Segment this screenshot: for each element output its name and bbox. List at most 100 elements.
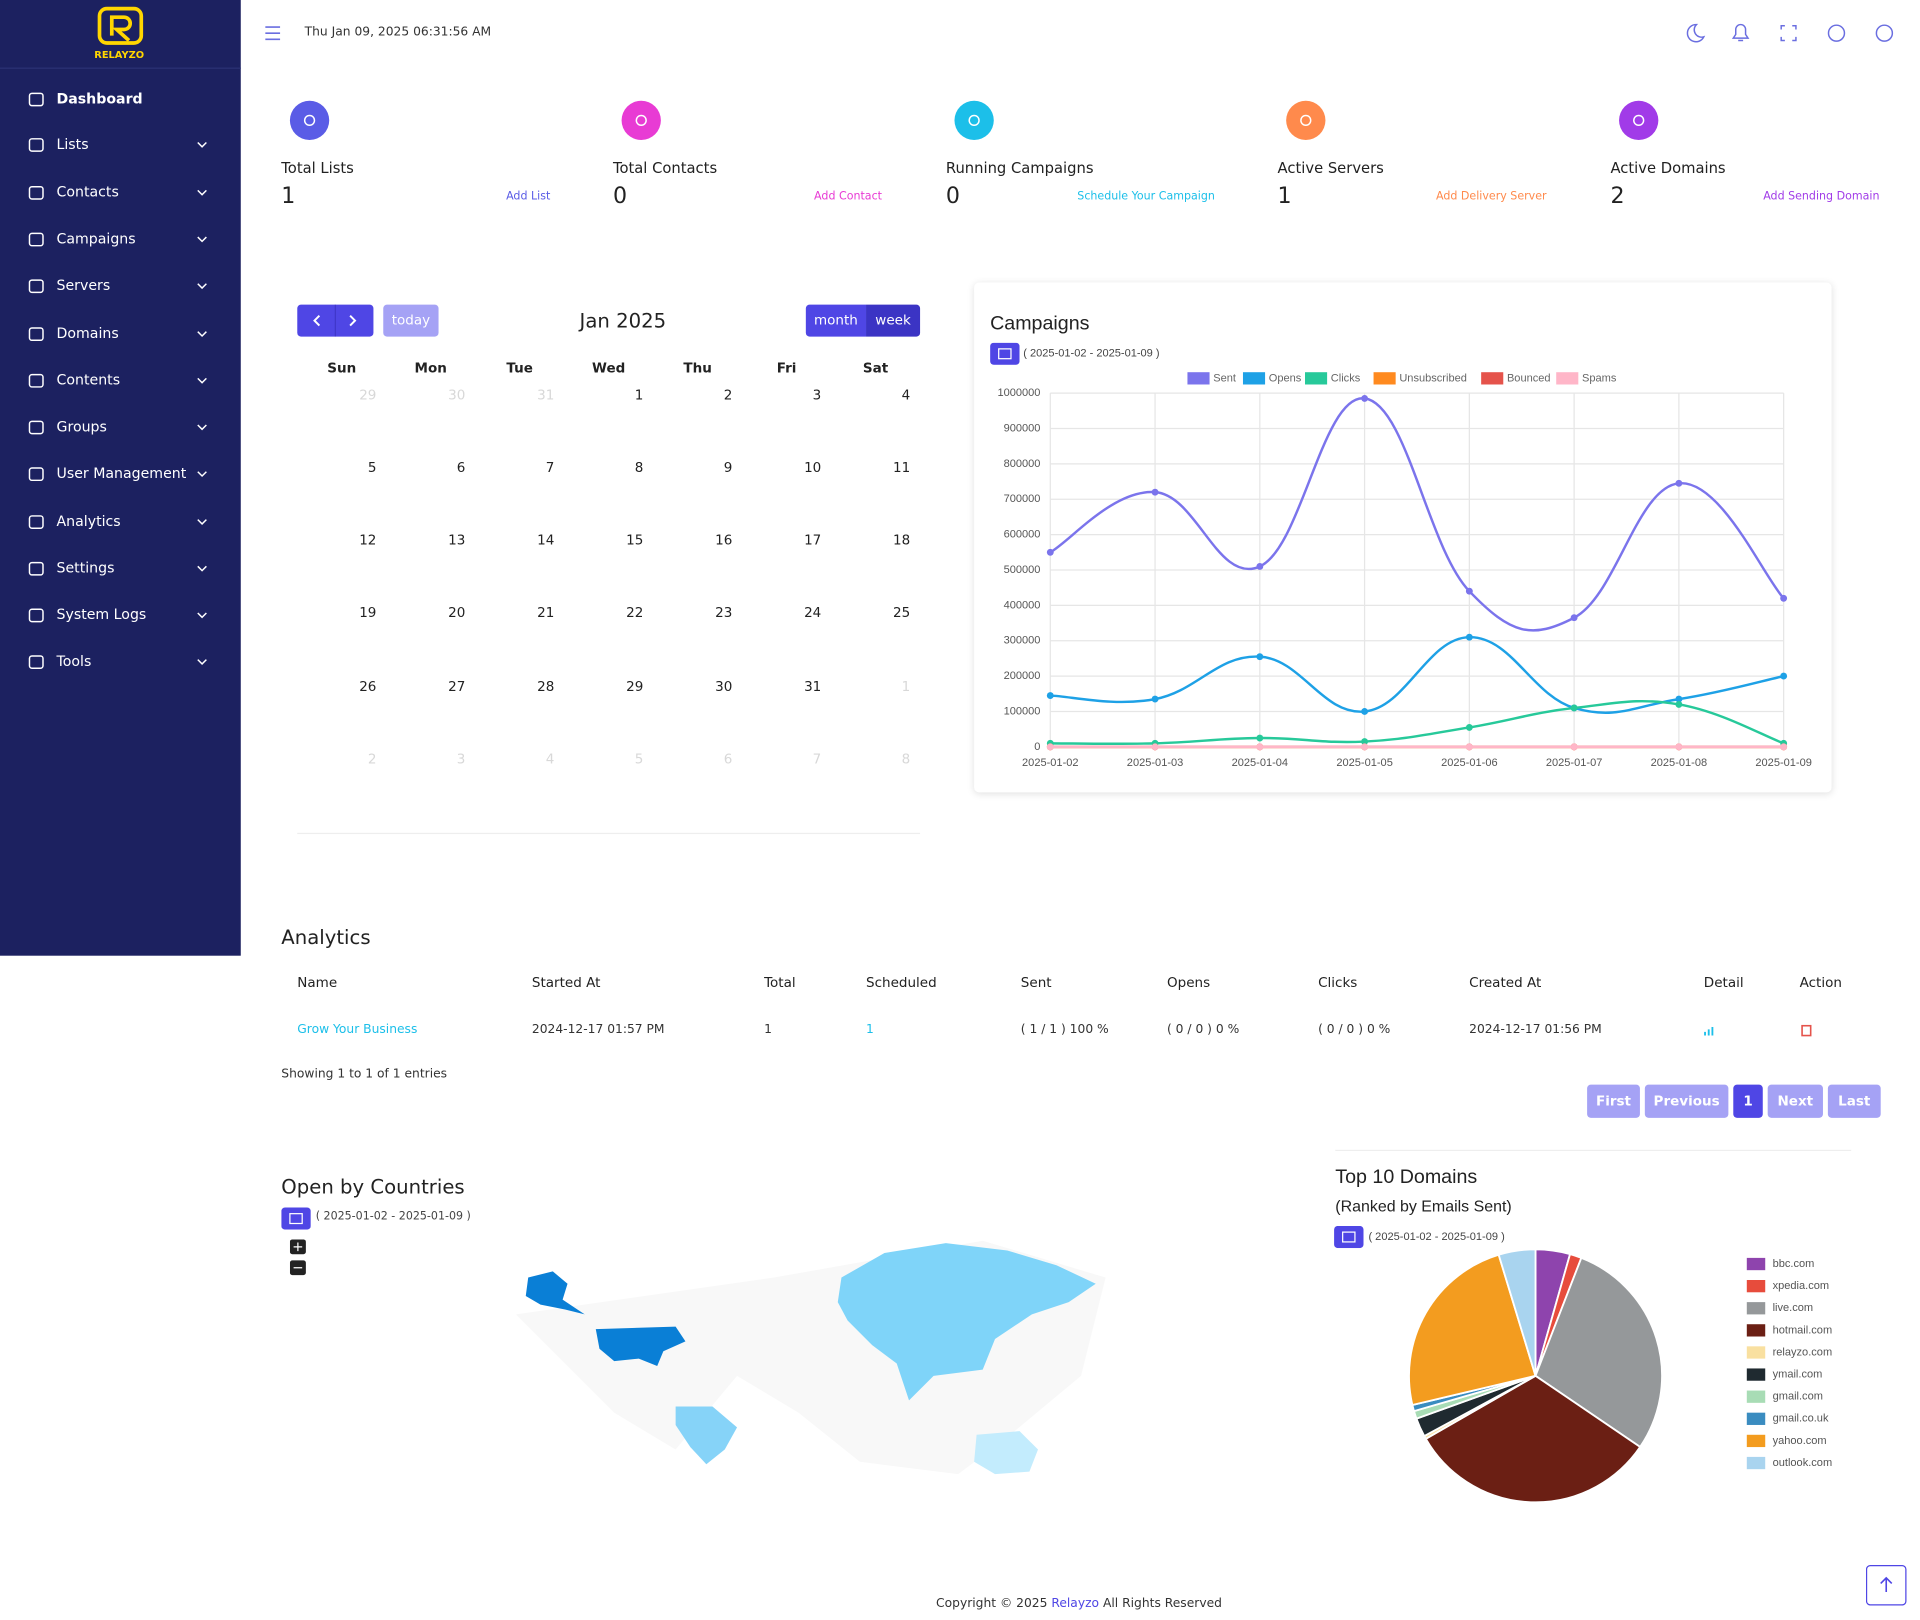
calendar-day[interactable]: 5 <box>367 459 377 476</box>
column-header[interactable]: Created At <box>1469 974 1542 991</box>
fullscreen-icon[interactable] <box>1780 25 1797 42</box>
calendar-day[interactable]: 10 <box>804 459 822 476</box>
back-to-top[interactable] <box>1865 1564 1907 1606</box>
table-cell[interactable]: Grow Your Business <box>297 1023 418 1037</box>
series-line <box>1050 699 1785 746</box>
calendar-day[interactable]: 18 <box>893 532 911 549</box>
menu-item[interactable]: Groups <box>56 417 107 435</box>
menu-item[interactable]: User Management <box>56 464 187 482</box>
calendar-day[interactable]: 7 <box>812 751 822 768</box>
menu-item[interactable]: Analytics <box>56 512 121 530</box>
legend-swatch <box>1187 372 1210 385</box>
calendar-day[interactable]: 4 <box>545 751 555 768</box>
column-header[interactable]: Action <box>1799 974 1842 991</box>
column-header[interactable]: Detail <box>1703 974 1744 991</box>
calendar-day[interactable]: 27 <box>448 678 466 695</box>
menu-item[interactable]: Contents <box>56 371 121 389</box>
stat-action[interactable]: Add Sending Domain <box>1763 191 1880 204</box>
stat-action[interactable]: Add Contact <box>814 191 882 204</box>
column-header[interactable]: Sent <box>1020 974 1052 991</box>
weekday: Wed <box>592 360 626 377</box>
calendar-day[interactable]: 9 <box>723 459 733 476</box>
calendar-day[interactable]: 24 <box>804 604 822 621</box>
calendar-day[interactable]: 15 <box>626 532 644 549</box>
calendar-day[interactable]: 13 <box>448 532 466 549</box>
stat-action[interactable]: Add Delivery Server <box>1435 191 1547 204</box>
footer-brand[interactable]: Relayzo <box>1051 1596 1100 1611</box>
page-button[interactable]: Previous <box>1644 1084 1729 1118</box>
menu-item[interactable]: Campaigns <box>56 229 136 248</box>
month-button[interactable]: month <box>805 304 867 337</box>
pie-slice <box>1497 1248 1537 1377</box>
calendar-day[interactable]: 1 <box>634 387 644 404</box>
calendar-day[interactable]: 4 <box>901 387 911 404</box>
calendar-day[interactable]: 21 <box>537 604 555 621</box>
calendar-day[interactable]: 31 <box>804 678 822 695</box>
column-header[interactable]: Total <box>764 974 796 991</box>
stat-icon-glyph <box>968 114 980 127</box>
calendar-day[interactable]: 23 <box>715 604 733 621</box>
calendar-day[interactable]: 30 <box>448 387 466 404</box>
calendar-day[interactable]: 6 <box>723 751 733 768</box>
calendar-day[interactable]: 5 <box>634 751 644 768</box>
menu-item[interactable]: Servers <box>56 276 111 294</box>
menu-toggle[interactable] <box>264 25 281 42</box>
calendar-day[interactable]: 8 <box>901 751 911 768</box>
bell-icon[interactable] <box>1731 23 1750 42</box>
calendar-day[interactable]: 6 <box>456 459 466 476</box>
calendar-day[interactable]: 28 <box>537 678 555 695</box>
palette-icon[interactable] <box>1875 24 1894 42</box>
calendar-day[interactable]: 11 <box>893 459 911 476</box>
theme-icon[interactable] <box>1686 23 1706 43</box>
calendar-day[interactable]: 29 <box>626 678 644 695</box>
calendar-day[interactable]: 14 <box>537 532 555 549</box>
page-button[interactable]: 1 <box>1733 1084 1763 1118</box>
calendar-day[interactable]: 8 <box>634 459 644 476</box>
divider <box>1335 1149 1852 1152</box>
user-icon[interactable] <box>1827 24 1846 42</box>
date-icon[interactable] <box>281 1207 311 1230</box>
page-button[interactable]: First <box>1587 1084 1640 1118</box>
calendar-nav[interactable] <box>297 304 374 337</box>
calendar-day[interactable]: 30 <box>715 678 733 695</box>
menu-item[interactable]: Settings <box>56 559 115 577</box>
stat-action[interactable]: Add List <box>506 191 551 204</box>
chevron <box>197 519 207 525</box>
column-header[interactable]: Name <box>297 974 338 991</box>
date-icon[interactable] <box>1334 1225 1364 1249</box>
calendar-day[interactable]: 3 <box>812 387 822 404</box>
page-button[interactable]: Next <box>1767 1084 1823 1118</box>
menu-item[interactable]: Domains <box>56 324 119 342</box>
column-header[interactable]: Clicks <box>1318 974 1358 991</box>
table-cell[interactable]: 1 <box>866 1023 874 1037</box>
calendar-day[interactable]: 2 <box>367 751 377 768</box>
calendar-day[interactable]: 26 <box>359 678 377 695</box>
menu-item[interactable]: Dashboard <box>56 89 143 107</box>
calendar-day[interactable]: 20 <box>448 604 466 621</box>
zoom-controls[interactable] <box>289 1239 307 1276</box>
calendar-day[interactable]: 7 <box>545 459 555 476</box>
calendar-day[interactable]: 2 <box>723 387 733 404</box>
column-header[interactable]: Opens <box>1166 974 1211 991</box>
date-icon[interactable] <box>990 342 1020 365</box>
menu-item[interactable]: Contacts <box>56 183 119 201</box>
menu-item[interactable]: Tools <box>56 652 92 670</box>
calendar-day[interactable]: 25 <box>893 604 911 621</box>
calendar-day[interactable]: 31 <box>537 387 555 404</box>
page-button[interactable]: Last <box>1827 1084 1881 1118</box>
calendar-day[interactable]: 17 <box>804 532 822 549</box>
week-button[interactable]: week <box>866 304 921 337</box>
calendar-day[interactable]: 3 <box>456 751 466 768</box>
column-header[interactable]: Scheduled <box>866 974 937 991</box>
calendar-day[interactable]: 16 <box>715 532 733 549</box>
calendar-day[interactable]: 1 <box>901 678 911 695</box>
column-header[interactable]: Started At <box>531 974 601 991</box>
calendar-day[interactable]: 29 <box>359 387 377 404</box>
calendar-day[interactable]: 22 <box>626 604 644 621</box>
menu-item[interactable]: System Logs <box>56 605 147 623</box>
calendar-day[interactable]: 12 <box>359 532 377 549</box>
today-button[interactable]: today <box>383 304 439 337</box>
menu-item[interactable]: Lists <box>56 135 89 153</box>
calendar-day[interactable]: 19 <box>359 604 377 621</box>
stat-action[interactable]: Schedule Your Campaign <box>1077 191 1215 204</box>
